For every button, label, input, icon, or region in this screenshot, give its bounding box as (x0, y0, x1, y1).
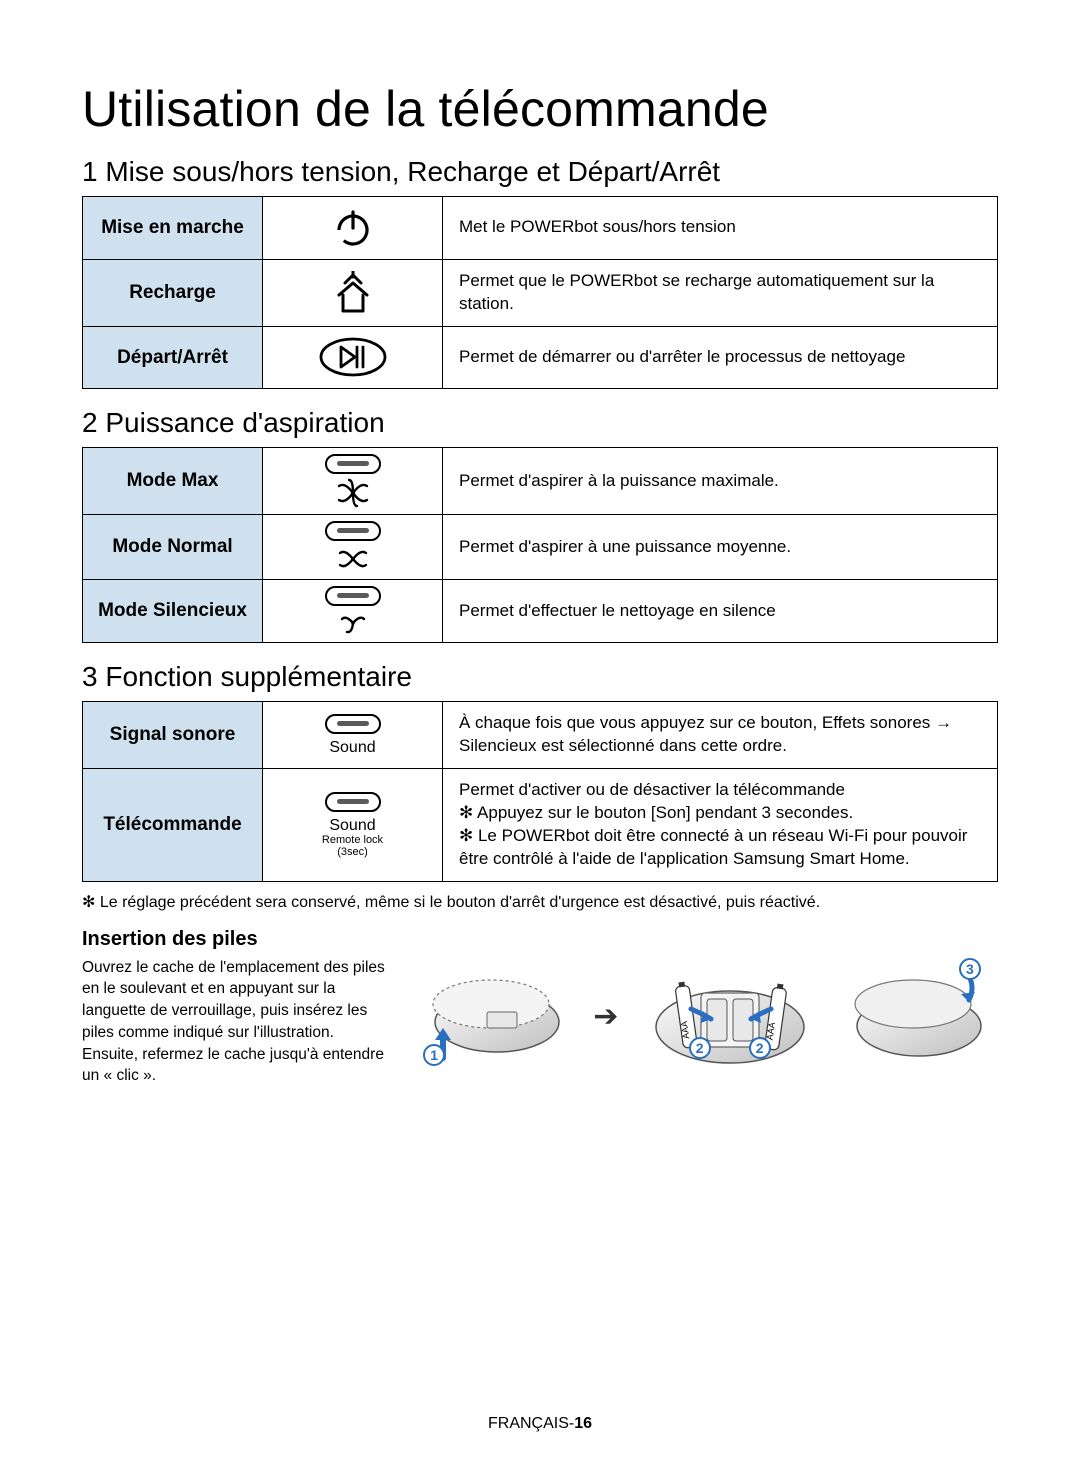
step-badge-2a: 2 (689, 1037, 711, 1059)
row-icon-cell (263, 197, 443, 260)
battery-step-3: 3 (841, 962, 991, 1072)
row-label: Recharge (83, 259, 263, 326)
battery-step-1: 1 (417, 962, 567, 1072)
row-icon-cell: Sound Remote lock (3sec) (263, 769, 443, 882)
row-label: Départ/Arrêt (83, 326, 263, 389)
row-desc: Permet de démarrer ou d'arrêter le proce… (443, 326, 998, 389)
row-desc: À chaque fois que vous appuyez sur ce bo… (443, 702, 998, 769)
button-pill-icon (325, 521, 381, 541)
fan-silent-icon (338, 610, 368, 636)
remote-insert-batteries-icon: AAA AAA (645, 957, 815, 1077)
table-row: Recharge Permet que le POWERbot se recha… (83, 259, 998, 326)
row-label: Télécommande (83, 769, 263, 882)
button-pill-icon (325, 586, 381, 606)
icon-subcaption-2: (3sec) (337, 847, 368, 858)
row-label: Signal sonore (83, 702, 263, 769)
battery-section: Insertion des piles Ouvrez le cache de l… (82, 928, 998, 1087)
icon-caption: Sound (329, 818, 375, 834)
battery-step-2: AAA AAA 2 2 (645, 957, 815, 1077)
section-2-heading: 2 Puissance d'aspiration (82, 407, 998, 439)
manual-page: Utilisation de la télécommande 1 Mise so… (0, 0, 1080, 1479)
table-row: Mode Max (83, 448, 998, 515)
row-desc: Met le POWERbot sous/hors tension (443, 197, 998, 260)
battery-title: Insertion des piles (82, 928, 998, 951)
battery-text: Ouvrez le cache de l'emplacement des pil… (82, 957, 392, 1087)
footer-lang: FRANÇAIS- (488, 1415, 574, 1432)
table-row: Télécommande Sound Remote lock (3sec) Pe… (83, 769, 998, 882)
row-label: Mode Normal (83, 515, 263, 580)
row-icon-cell (263, 326, 443, 389)
page-footer: FRANÇAIS-16 (0, 1415, 1080, 1433)
table-section-2: Mode Max (82, 447, 998, 643)
table-row: Mode Normal Permet d'aspirer à (83, 515, 998, 580)
home-recharge-icon (331, 271, 375, 315)
table-row: Signal sonore Sound À chaque fois que vo… (83, 702, 998, 769)
row-label: Mode Silencieux (83, 580, 263, 643)
row-label: Mise en marche (83, 197, 263, 260)
row-icon-cell (263, 515, 443, 580)
row-icon-cell: Sound (263, 702, 443, 769)
table-row: Mise en marche Met le POWERbot sous/hors… (83, 197, 998, 260)
play-pause-icon (317, 335, 389, 379)
power-icon (331, 206, 375, 250)
row-desc: Permet d'aspirer à la puissance maximale… (443, 448, 998, 515)
table-section-1: Mise en marche Met le POWERbot sous/hors… (82, 196, 998, 389)
section-3-heading: 3 Fonction supplémentaire (82, 661, 998, 693)
footnote: ✻ Le réglage précédent sera conservé, mê… (82, 892, 998, 912)
row-label: Mode Max (83, 448, 263, 515)
fan-normal-icon (336, 545, 370, 573)
step-badge-2b: 2 (749, 1037, 771, 1059)
row-desc: Permet que le POWERbot se recharge autom… (443, 259, 998, 326)
button-pill-icon (325, 714, 381, 734)
button-pill-icon (325, 454, 381, 474)
section-1-heading: 1 Mise sous/hors tension, Recharge et Dé… (82, 156, 998, 188)
page-title: Utilisation de la télécommande (82, 80, 998, 138)
fan-max-icon (335, 478, 371, 508)
table-row: Départ/Arrêt Permet de démarrer ou d'arr… (83, 326, 998, 389)
step-badge-3: 3 (959, 958, 981, 980)
row-icon-cell (263, 259, 443, 326)
arrow-right-icon: ➔ (593, 999, 618, 1034)
table-section-3: Signal sonore Sound À chaque fois que vo… (82, 701, 998, 882)
icon-subcaption-1: Remote lock (322, 835, 383, 846)
row-desc: Permet d'aspirer à une puissance moyenne… (443, 515, 998, 580)
footer-page-number: 16 (574, 1415, 592, 1432)
table-row: Mode Silencieux Permet d'effectuer le ne… (83, 580, 998, 643)
row-desc: Permet d'activer ou de désactiver la tél… (443, 769, 998, 882)
button-pill-icon (325, 792, 381, 812)
step-badge-1: 1 (423, 1044, 445, 1066)
icon-caption: Sound (329, 740, 375, 756)
row-icon-cell (263, 580, 443, 643)
battery-illustration: 1 ➔ (410, 957, 998, 1077)
row-icon-cell (263, 448, 443, 515)
row-desc: Permet d'effectuer le nettoyage en silen… (443, 580, 998, 643)
